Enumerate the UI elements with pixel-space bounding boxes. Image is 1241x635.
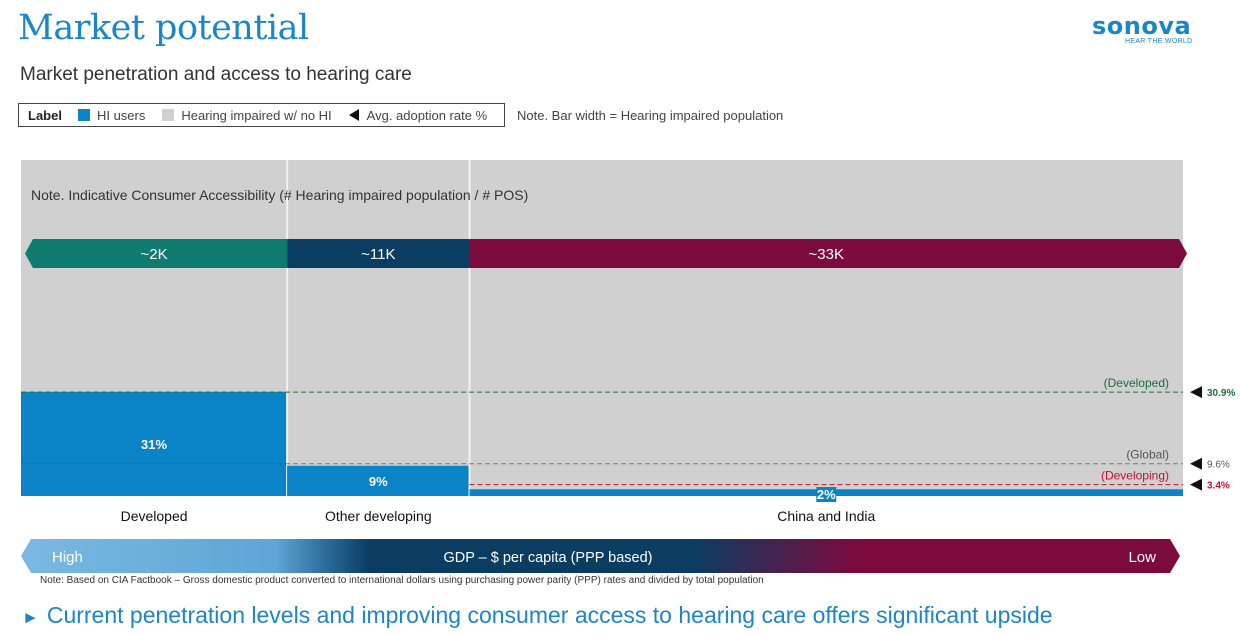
hi-users-bar <box>21 391 287 496</box>
accessibility-arrow <box>469 239 1188 268</box>
left-triangle-marker-icon <box>1190 386 1202 399</box>
legend-item-label: Hearing impaired w/ no HI <box>181 107 332 123</box>
sonova-logo: sonova HEAR THE WORLD <box>1092 14 1202 45</box>
reference-line-value: 9.6% <box>1207 460 1230 471</box>
page-subtitle: Market penetration and access to hearing… <box>20 64 412 85</box>
bullet-arrow-icon: ► <box>22 608 39 627</box>
market-penetration-chart: Note. Indicative Consumer Accessibility … <box>21 160 1235 573</box>
accessibility-label: ~11K <box>361 246 395 263</box>
reference-line-value: 30.9% <box>1207 388 1235 399</box>
no-hi-swatch-icon <box>162 109 175 121</box>
accessibility-label: ~33K <box>809 246 844 263</box>
legend-item-adoption-rate: Avg. adoption rate % <box>348 107 488 123</box>
takeaway-text: Current penetration levels and improving… <box>46 602 1053 628</box>
gdp-gradient-arrow <box>21 539 1180 573</box>
category-label: Developed <box>121 508 188 524</box>
chart-legend: Label HI users Hearing impaired w/ no HI… <box>18 103 505 127</box>
left-triangle-marker-icon <box>1190 478 1202 491</box>
left-triangle-marker-icon <box>1190 457 1202 470</box>
bar-width-note: Note. Bar width = Hearing impaired popul… <box>517 108 784 123</box>
category-label: China and India <box>777 508 875 524</box>
legend-title: Label <box>28 107 62 123</box>
hi-users-swatch-icon <box>77 109 90 121</box>
key-takeaway: ► Current penetration levels and improvin… <box>22 602 1053 629</box>
accessibility-note: Note. Indicative Consumer Accessibility … <box>31 187 528 203</box>
bar-label-box <box>816 487 837 502</box>
logo-wordmark: sonova <box>1092 12 1192 40</box>
accessibility-label: ~2K <box>140 246 167 263</box>
hi-users-bar <box>287 465 469 496</box>
reference-line-name: (Developed) <box>1104 376 1169 390</box>
reference-line-name: (Global) <box>1126 448 1169 462</box>
gdp-high-label: High <box>52 549 83 566</box>
legend-item-hi-users: HI users <box>77 107 146 123</box>
left-triangle-marker-icon <box>348 109 359 121</box>
hi-users-value-label: 31% <box>141 437 167 452</box>
hi-users-value-label: 9% <box>369 474 388 489</box>
reference-line-name: (Developing) <box>1101 469 1169 483</box>
legend-item-label: HI users <box>96 107 146 123</box>
footnote: Note: Based on CIA Factbook – Gross dome… <box>40 575 764 586</box>
gdp-low-label: Low <box>1128 549 1156 566</box>
accessibility-arrow <box>25 239 288 268</box>
category-label: Other developing <box>325 508 432 524</box>
logo-tagline: HEAR THE WORLD <box>1125 38 1193 45</box>
reference-line-value: 3.4% <box>1207 481 1230 492</box>
legend-item-label: Avg. adoption rate % <box>366 107 488 123</box>
page-title: Market potential <box>18 8 309 48</box>
hi-users-value-label: 2% <box>817 487 836 502</box>
accessibility-arrow <box>287 239 470 268</box>
gdp-axis-label: GDP – $ per capita (PPP based) <box>443 550 652 566</box>
legend-item-no-hi: Hearing impaired w/ no HI <box>162 107 332 123</box>
